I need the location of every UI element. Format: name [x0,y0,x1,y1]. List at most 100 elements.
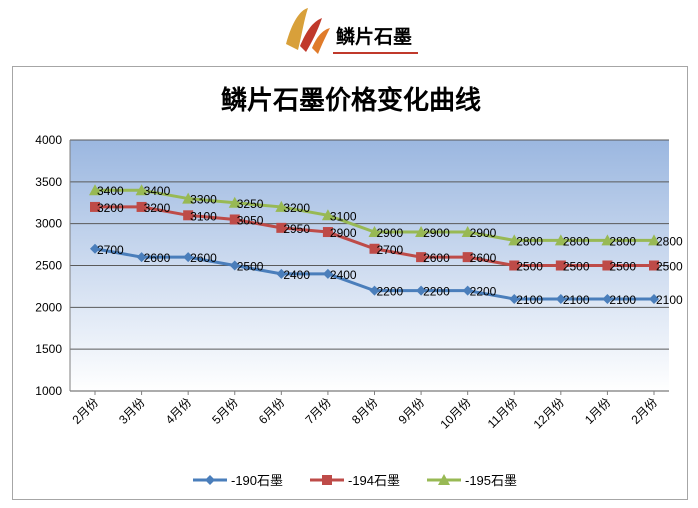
data-point [555,260,566,271]
data-point [649,260,659,271]
data-label: 2100 [609,293,636,307]
data-point [602,260,613,271]
data-point [322,227,333,238]
data-point [89,184,101,196]
data-point [368,226,381,238]
y-tick-label: 1000 [35,384,62,398]
data-label: 2500 [656,260,683,274]
data-label: 2800 [563,234,590,248]
y-tick-label: 3500 [35,175,62,189]
data-point [601,234,614,246]
data-point [554,234,567,246]
data-point [369,243,380,254]
legend-label: -194石墨 [348,473,400,488]
data-point [229,260,240,271]
data-point [555,293,566,304]
data-label: 2100 [563,293,590,307]
data-point [415,226,428,238]
data-point [229,214,240,225]
y-tick-label: 1500 [35,342,62,356]
legend-marker [438,474,450,485]
x-tick-label: 6月份 [256,395,288,427]
x-tick-label: 11月份 [485,395,521,431]
data-point [135,184,148,196]
data-point [462,252,473,263]
data-point [462,285,473,296]
legend-marker [322,475,332,485]
data-point [509,260,520,271]
data-label: 2600 [144,251,171,265]
chart-frame: 鳞片石墨价格变化曲线 1000 1500 2000 2500 3000 3500 4000 2… [12,66,688,500]
data-point [228,196,241,208]
brand-logo-text: 鳞片石墨 [336,26,413,48]
data-point [508,234,521,246]
data-label: 2600 [190,251,217,265]
data-point [90,201,100,212]
data-label: 2800 [656,234,683,248]
data-label: 3100 [190,209,217,223]
data-label: 2900 [423,226,450,240]
data-label: 2400 [330,268,357,282]
data-label: 2200 [423,285,450,299]
y-tick-label: 3000 [35,217,62,231]
data-label: 3050 [237,213,264,227]
data-label: 3200 [97,201,124,215]
chart-legend: -190石墨 -194石墨 -195石墨 [193,473,517,488]
data-labels: 2700 2600 2600 2500 2400 2400 2200 2200 2200 2100… [97,184,683,307]
data-point [416,252,427,263]
data-label: 2700 [97,243,124,257]
x-tick-label: 3月份 [116,395,148,427]
series-layer [89,184,660,304]
data-label: 3200 [144,201,171,215]
data-label: 2200 [470,285,497,299]
data-point [90,243,100,254]
legend-marker [205,475,215,485]
legend-label: -195石墨 [465,473,517,488]
data-point [275,200,288,212]
data-point [416,285,427,296]
data-point [136,252,147,263]
data-label: 2950 [283,222,310,236]
data-point [182,192,195,204]
legend-label: -190石墨 [231,473,283,488]
x-tick-label: 2月份 [70,395,102,427]
brand-underline [333,52,418,54]
x-tick-label: 8月份 [349,395,381,427]
x-tick-label: 4月份 [163,395,195,427]
data-label: 3200 [283,201,310,215]
data-label: 3400 [144,184,171,198]
y-tick-label: 4000 [35,133,62,147]
data-point [136,201,147,212]
data-label: 2500 [563,260,590,274]
data-label: 2900 [330,226,357,240]
data-point [648,234,660,246]
data-point [183,210,194,221]
y-tick-label: 2000 [35,300,62,314]
data-point [321,209,334,221]
data-label: 2800 [516,234,543,248]
data-point [276,222,287,233]
data-label: 2500 [516,260,543,274]
data-label: 2600 [470,251,497,265]
data-point [322,268,333,279]
x-tick-label: 1月份 [582,395,614,427]
data-label: 2900 [377,226,404,240]
data-label: 2800 [609,234,636,248]
data-point [461,226,474,238]
x-tick-label: 2月份 [629,395,661,427]
data-label: 2500 [237,260,264,274]
data-point [183,252,194,263]
brand-logo [286,8,330,54]
data-label: 2100 [656,293,683,307]
data-label: 2700 [377,243,404,257]
x-tick-label: 7月份 [302,395,334,427]
data-label: 3300 [190,193,217,207]
data-point [509,293,520,304]
chart-title: 鳞片石墨价格变化曲线 [221,85,481,116]
x-tick-label: 9月份 [396,395,428,427]
data-label: 2900 [470,226,497,240]
data-label: 3400 [97,184,124,198]
x-tick-label: 12月份 [531,395,567,431]
x-tick-label: 5月份 [209,395,241,427]
data-label: 2500 [609,260,636,274]
